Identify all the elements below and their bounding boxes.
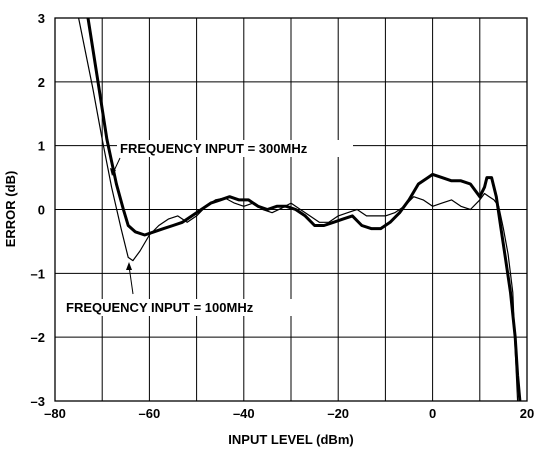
series-line-300mhz: [86, 17, 522, 402]
y-tick-label: 0: [38, 203, 45, 218]
y-tick-label: 3: [38, 11, 45, 26]
annotation-100mhz-arrowhead: [126, 262, 132, 270]
series-line-100mhz: [78, 17, 519, 402]
annotation-300-bg: [117, 140, 353, 157]
annotation-300mhz-arrowhead: [110, 168, 116, 176]
y-tick-label: –3: [31, 394, 45, 409]
x-tick-label: 20: [520, 406, 534, 421]
y-tick-label: –1: [31, 266, 45, 281]
x-axis-label: INPUT LEVEL (dBm): [228, 432, 353, 447]
x-tick-label: –20: [327, 406, 349, 421]
x-tick-label: 0: [429, 406, 436, 421]
x-tick-label: –80: [44, 406, 66, 421]
annotation-100mhz: FREQUENCY INPUT = 100MHz: [66, 300, 254, 315]
annotation-100-bg: [64, 299, 300, 316]
y-tick-label: –2: [31, 330, 45, 345]
annotation-300mhz: FREQUENCY INPUT = 300MHz: [120, 141, 308, 156]
x-tick-label: –40: [233, 406, 255, 421]
x-tick-labels: –80 –60 –40 –20 0 20: [44, 406, 534, 421]
y-tick-label: 2: [38, 75, 45, 90]
series-layer: [78, 17, 522, 402]
x-tick-label: –60: [139, 406, 161, 421]
y-axis-label: ERROR (dB): [3, 171, 18, 248]
y-tick-label: 1: [38, 139, 45, 154]
y-tick-labels: 3 2 1 0 –1 –2 –3: [31, 11, 45, 409]
grid: [55, 18, 527, 401]
annotation-100mhz-leader: [128, 265, 134, 295]
plot-frame: [54, 17, 528, 402]
